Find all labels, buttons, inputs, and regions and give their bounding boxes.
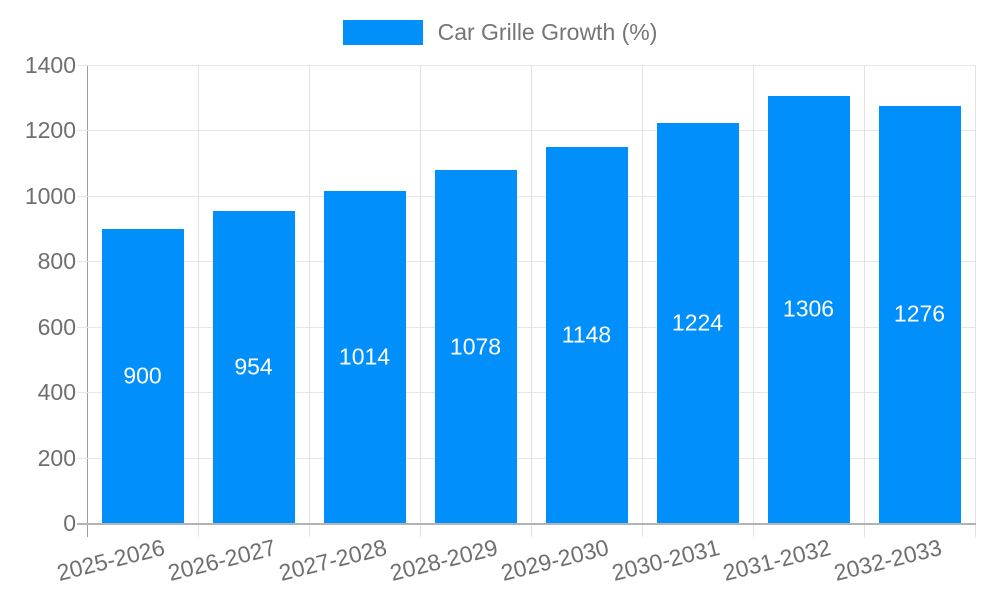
y-tick-label: 1200	[24, 117, 76, 144]
bar-value-label: 954	[234, 353, 273, 380]
bar-value-label: 1306	[782, 295, 835, 322]
bar-value-label: 1078	[449, 333, 502, 360]
legend-swatch	[342, 20, 423, 45]
y-tick-label: 1000	[24, 182, 76, 209]
y-tick-label: 200	[37, 444, 76, 471]
horizontal-gridline	[77, 130, 975, 132]
bar-value-label: 900	[123, 362, 162, 389]
bar[interactable]: 1078	[434, 170, 517, 523]
vertical-gridline	[864, 65, 865, 537]
y-tick-label: 600	[37, 313, 76, 340]
vertical-gridline	[198, 65, 199, 537]
x-tick-label: 2032-2033	[830, 534, 944, 586]
horizontal-gridline	[77, 195, 975, 197]
x-tick-label: 2025-2026	[53, 534, 167, 586]
vertical-gridline	[642, 65, 643, 537]
bar-value-label: 1014	[338, 343, 391, 370]
vertical-gridline	[975, 65, 976, 537]
x-tick-label: 2030-2031	[608, 534, 722, 586]
bar[interactable]: 900	[101, 228, 184, 523]
x-tick-label: 2029-2030	[497, 534, 611, 586]
bar-value-label: 1276	[893, 300, 946, 327]
y-tick-label: 800	[37, 248, 76, 275]
plot-area: 900 954 1014 1078 1148 1224 1306 1276	[77, 65, 976, 537]
x-tick-label: 2028-2029	[386, 534, 500, 586]
x-axis-line	[77, 523, 976, 525]
vertical-gridline	[531, 65, 532, 537]
x-tick-label: 2027-2028	[275, 534, 389, 586]
vertical-gridline	[309, 65, 310, 537]
x-tick-label: 2031-2032	[719, 534, 833, 586]
bar[interactable]: 1276	[878, 105, 961, 523]
y-axis-line	[87, 65, 88, 537]
horizontal-gridline	[77, 326, 975, 328]
bar[interactable]: 1306	[767, 95, 850, 523]
horizontal-gridline	[77, 65, 975, 66]
legend[interactable]: Car Grille Growth (%)	[0, 20, 1000, 45]
y-tick-label: 0	[63, 510, 76, 536]
bar-value-label: 1148	[561, 321, 612, 348]
y-tick-label: 400	[37, 379, 76, 406]
bar[interactable]: 1224	[656, 122, 739, 523]
legend-label: Car Grille Growth (%)	[437, 19, 658, 45]
bar-value-label: 1224	[671, 309, 724, 336]
bar[interactable]: 1148	[545, 147, 628, 523]
vertical-gridline	[753, 65, 754, 537]
y-tick-label: 1400	[24, 52, 76, 78]
vertical-gridline	[420, 65, 421, 537]
bar[interactable]: 954	[212, 210, 295, 523]
x-tick-label: 2026-2027	[164, 534, 278, 586]
horizontal-gridline	[77, 261, 975, 263]
bar[interactable]: 1014	[323, 191, 406, 523]
horizontal-gridline	[77, 457, 975, 459]
horizontal-gridline	[77, 392, 975, 394]
